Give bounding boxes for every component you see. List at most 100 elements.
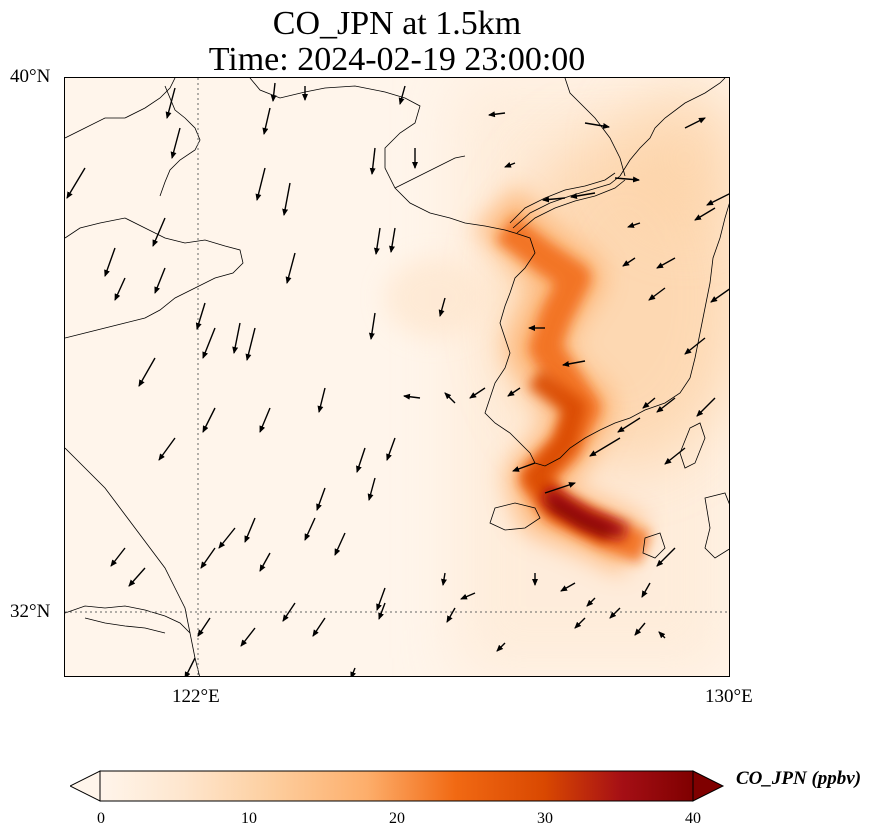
wind-arrow: [398, 85, 406, 105]
colorbar-tick: 10: [241, 810, 257, 827]
wind-arrow: [656, 257, 676, 269]
wind-arrow: [304, 517, 316, 541]
wind-arrow: [684, 337, 706, 355]
wind-arrow: [376, 587, 386, 611]
wind-arrow: [627, 222, 641, 228]
wind-arrow: [270, 82, 277, 102]
wind-arrow: [218, 527, 236, 549]
wind-arrow: [110, 547, 126, 567]
wind-arrow: [195, 302, 206, 330]
wind-arrow: [617, 417, 641, 433]
wind-arrow: [656, 397, 676, 413]
wind-arrow: [316, 487, 326, 511]
wind-arrow: [664, 447, 686, 465]
wind-arrow: [114, 277, 126, 301]
wind-arrow: [154, 267, 166, 294]
wind-arrow: [170, 127, 181, 159]
wind-arrow: [706, 193, 729, 206]
wind-arrow: [589, 437, 621, 457]
wind-arrow: [446, 607, 456, 623]
wind-arrow: [66, 167, 86, 199]
wind-arrow: [369, 147, 376, 175]
wind-arrow: [282, 182, 291, 216]
wind-arrow: [262, 107, 271, 135]
wind-arrow: [367, 477, 376, 501]
wind-arrow: [542, 196, 566, 203]
colorbar-extend-min: [70, 770, 101, 802]
wind-arrow: [444, 392, 456, 404]
wind-arrow: [104, 247, 116, 277]
wind-arrow: [656, 547, 676, 567]
wind-arrow: [574, 617, 586, 629]
wind-arrow: [128, 567, 146, 587]
wind-arrow: [138, 357, 156, 387]
colorbar-tick: 30: [537, 810, 553, 827]
wind-arrow: [634, 622, 646, 636]
wind-arrow: [202, 327, 216, 359]
wind-arrow: [244, 517, 256, 543]
wind-arrow: [658, 631, 666, 639]
lat-label-32: 32°N: [10, 601, 51, 622]
wind-arrow: [202, 407, 216, 433]
wind-arrow: [570, 192, 596, 199]
wind-arrow: [694, 207, 716, 221]
map-panel[interactable]: [64, 77, 730, 677]
wind-arrow: [609, 607, 621, 619]
wind-arrow: [232, 322, 241, 354]
wind-arrow: [614, 176, 640, 183]
wind-arrow: [544, 482, 576, 494]
wind-arrow: [507, 387, 521, 397]
wind-arrow: [560, 582, 576, 592]
wind-arrow: [259, 407, 271, 433]
wind-vectors: [66, 82, 729, 676]
wind-arrow: [469, 387, 486, 399]
wind-arrow: [282, 602, 296, 622]
wind-arrow: [403, 393, 421, 400]
colorbar-label: CO_JPN (ppbv): [736, 768, 862, 789]
lon-label-122: 122°E: [172, 686, 220, 707]
colorbar-tick: 0: [97, 810, 105, 827]
colorbar: [70, 770, 725, 802]
lon-label-130: 130°E: [705, 686, 753, 707]
map-title-line2: Time: 2024-02-19 23:00:00: [208, 41, 586, 78]
wind-arrow: [488, 111, 506, 118]
wind-arrow: [368, 312, 376, 340]
concentration-field: [385, 78, 729, 676]
wind-arrow: [312, 617, 326, 637]
wind-arrow: [696, 397, 716, 417]
colorbar-extend-max: [692, 770, 725, 802]
wind-arrow: [200, 547, 216, 569]
wind-arrow: [386, 437, 396, 461]
wind-arrow: [641, 582, 651, 598]
map-canvas: [65, 78, 729, 676]
wind-arrow: [441, 572, 447, 586]
wind-arrow: [373, 227, 381, 255]
coastlines: [65, 78, 729, 676]
wind-arrow: [285, 252, 296, 284]
lat-label-40: 40°N: [10, 66, 51, 87]
colorbar-tick: 40: [685, 810, 701, 827]
wind-arrow: [240, 627, 256, 647]
wind-arrow: [496, 642, 506, 652]
wind-arrow: [648, 287, 666, 301]
wind-arrow: [255, 167, 266, 201]
wind-arrow: [350, 667, 357, 676]
colorbar-gradient: [99, 770, 694, 802]
wind-arrow: [460, 592, 476, 600]
wind-arrow: [334, 532, 346, 556]
wind-arrow: [504, 161, 516, 168]
wind-arrow: [710, 288, 729, 303]
wind-arrow: [165, 87, 176, 119]
wind-arrow: [152, 217, 166, 247]
wind-arrow: [584, 122, 610, 129]
wind-arrow: [158, 437, 176, 461]
wind-arrow: [512, 462, 536, 472]
gridlines: [65, 78, 729, 676]
wind-arrow: [184, 657, 196, 676]
wind-arrow: [684, 117, 706, 129]
map-title-line1: CO_JPN at 1.5km: [272, 5, 522, 42]
wind-arrow: [389, 227, 396, 253]
wind-arrow: [562, 360, 586, 367]
wind-arrow: [586, 597, 596, 607]
wind-arrow: [245, 327, 256, 361]
